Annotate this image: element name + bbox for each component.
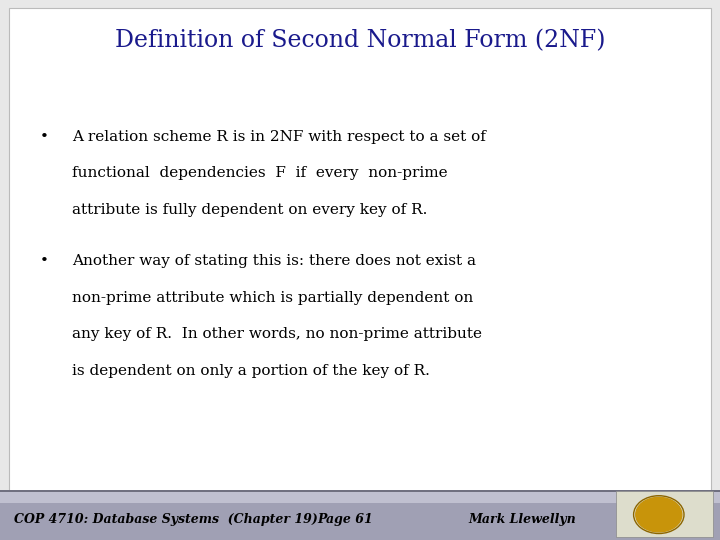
Text: A relation scheme R is in 2NF with respect to a set of: A relation scheme R is in 2NF with respe… bbox=[72, 130, 486, 144]
FancyBboxPatch shape bbox=[0, 490, 720, 492]
Text: any key of R.  In other words, no non-prime attribute: any key of R. In other words, no non-pri… bbox=[72, 327, 482, 341]
Text: functional  dependencies  F  if  every  non-prime: functional dependencies F if every non-p… bbox=[72, 166, 448, 180]
Circle shape bbox=[636, 497, 682, 532]
Text: non-prime attribute which is partially dependent on: non-prime attribute which is partially d… bbox=[72, 291, 473, 305]
FancyBboxPatch shape bbox=[0, 503, 720, 540]
Text: Mark Llewellyn: Mark Llewellyn bbox=[468, 513, 576, 526]
Text: is dependent on only a portion of the key of R.: is dependent on only a portion of the ke… bbox=[72, 364, 430, 378]
Text: •: • bbox=[40, 254, 48, 268]
Text: Page 61: Page 61 bbox=[317, 513, 372, 526]
FancyBboxPatch shape bbox=[0, 491, 720, 505]
Text: attribute is fully dependent on every key of R.: attribute is fully dependent on every ke… bbox=[72, 203, 428, 217]
FancyBboxPatch shape bbox=[9, 8, 711, 497]
Text: •: • bbox=[40, 130, 48, 144]
Text: COP 4710: Database Systems  (Chapter 19): COP 4710: Database Systems (Chapter 19) bbox=[14, 513, 318, 526]
FancyBboxPatch shape bbox=[616, 491, 713, 537]
Text: Definition of Second Normal Form (2NF): Definition of Second Normal Form (2NF) bbox=[114, 30, 606, 53]
Text: Another way of stating this is: there does not exist a: Another way of stating this is: there do… bbox=[72, 254, 476, 268]
